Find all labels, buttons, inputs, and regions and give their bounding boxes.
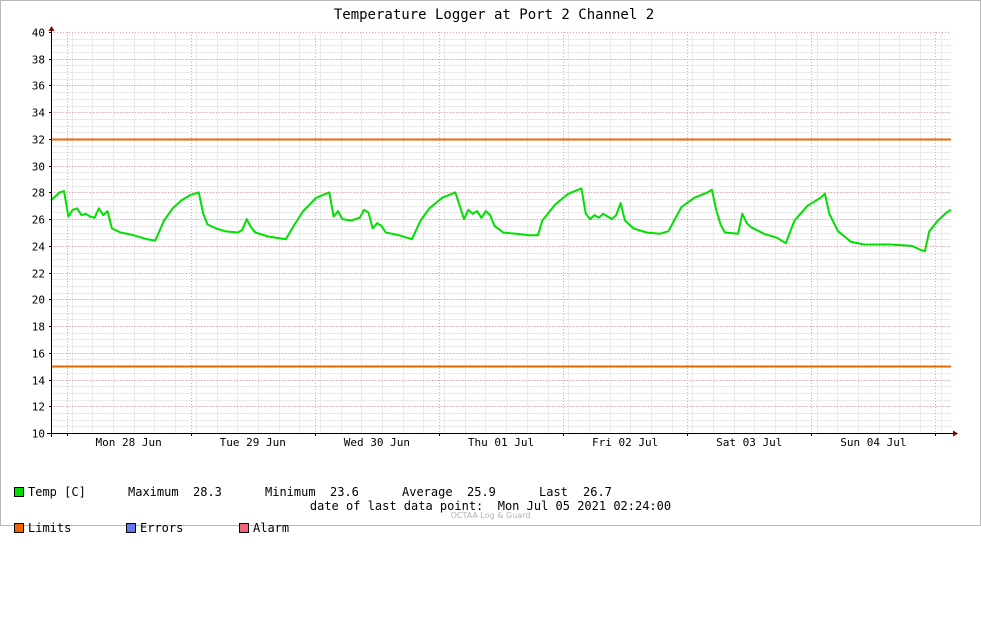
legend-temp-swatch <box>14 487 24 497</box>
y-tick-label: 40 <box>32 27 45 40</box>
x-tick-labels: Mon 28 Jun Tue 29 Jun Wed 30 Jun Thu 01 Jul… <box>95 436 906 449</box>
legend-errors-swatch <box>126 523 136 533</box>
x-tick-label: Sun 04 Jul <box>840 436 906 449</box>
x-tick-label: Fri 02 Jul <box>592 436 658 449</box>
y-tick-label: 26 <box>32 214 45 227</box>
legend-limits-swatch <box>14 523 24 533</box>
y-tick-label: 14 <box>32 375 46 388</box>
legend-average-label: Average <box>402 485 453 499</box>
legend-row-stats: Temp [C] Maximum 28.3 Minimum 23.6 Avera… <box>14 486 612 498</box>
legend-row-keys: Limits Errors Alarm <box>14 522 289 534</box>
x-tick-label: Mon 28 Jun <box>95 436 161 449</box>
y-tick-label: 10 <box>32 428 45 441</box>
y-tick-label: 20 <box>32 294 45 307</box>
legend-minimum-label: Minimum <box>265 485 316 499</box>
x-tick-label: Wed 30 Jun <box>344 436 410 449</box>
y-tick-label: 16 <box>32 348 45 361</box>
x-axis-arrow <box>953 430 958 437</box>
y-tick-label: 12 <box>32 401 45 414</box>
y-tick-label: 34 <box>32 107 46 120</box>
last-data-point: date of last data point: Mon Jul 05 2021… <box>0 499 981 513</box>
x-tick-label: Tue 29 Jun <box>220 436 286 449</box>
y-tick-label: 30 <box>32 161 45 174</box>
legend-maximum-value: 28.3 <box>193 485 222 499</box>
legend-last-label: Last <box>539 485 568 499</box>
legend-maximum-label: Maximum <box>128 485 179 499</box>
y-tick-label: 18 <box>32 321 45 334</box>
legend-alarm-swatch <box>239 523 249 533</box>
axes <box>47 26 958 437</box>
limit-lines <box>51 138 951 368</box>
y-tick-label: 22 <box>32 268 45 281</box>
legend-alarm-label: Alarm <box>253 521 290 535</box>
series-layer <box>50 187 952 253</box>
legend-limits: Limits <box>14 522 71 534</box>
y-tick-label: 28 <box>32 187 45 200</box>
legend-temp: Temp [C] <box>14 486 86 498</box>
x-tick-label: Sat 03 Jul <box>716 436 782 449</box>
y-tick-label: 36 <box>32 80 45 93</box>
y-tick-label: 38 <box>32 54 45 67</box>
legend-last-value: 26.7 <box>583 485 612 499</box>
major-grid <box>51 32 951 433</box>
minor-grid <box>51 32 951 433</box>
legend-alarm: Alarm <box>239 522 289 534</box>
series-line-temp <box>50 187 952 253</box>
last-data-point-label: date of last data point: <box>309 499 484 513</box>
last-data-point-value: Mon Jul 05 2021 02:24:00 <box>497 499 672 513</box>
credit-watermark: OCTAA Log & Guard <box>450 511 531 520</box>
legend-errors: Errors <box>126 522 183 534</box>
y-tick-label: 32 <box>32 134 45 147</box>
y-axis-arrow <box>48 26 55 31</box>
chart-title: Temperature Logger at Port 2 Channel 2 <box>334 7 654 23</box>
temperature-chart: Temperature Logger at Port 2 Channel 2 1… <box>32 7 958 449</box>
legend-average-value: 25.9 <box>467 485 496 499</box>
x-tick-label: Thu 01 Jul <box>468 436 534 449</box>
legend-limits-label: Limits <box>28 521 72 535</box>
y-tick-labels: 10 12 14 16 18 20 22 24 26 28 30 32 34 36 38 40 <box>32 27 46 441</box>
y-tick-label: 24 <box>32 241 46 254</box>
legend-errors-label: Errors <box>140 521 184 535</box>
legend-temp-label: Temp [C] <box>28 485 86 499</box>
legend-minimum-value: 23.6 <box>330 485 359 499</box>
